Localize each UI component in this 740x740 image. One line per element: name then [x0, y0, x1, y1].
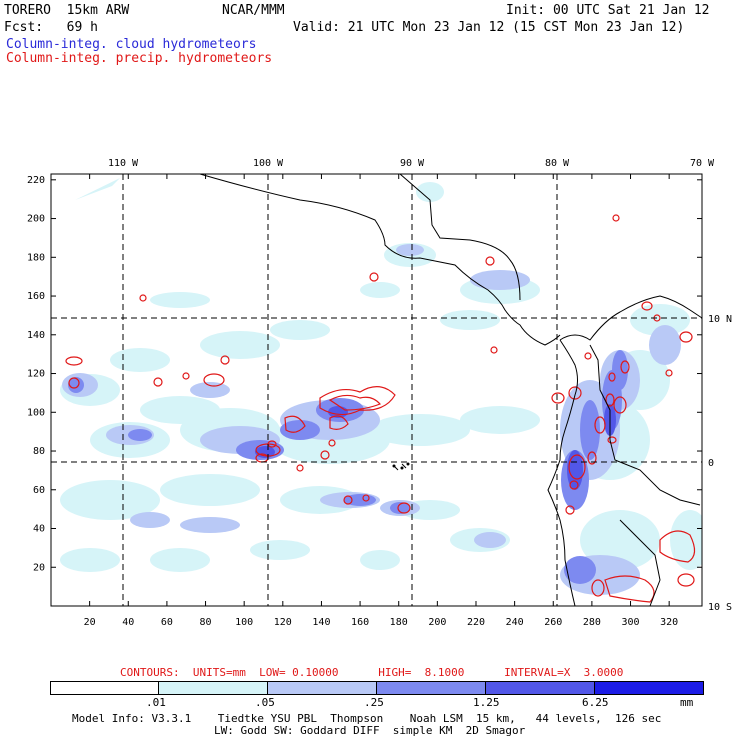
- x-tick-marks: [89, 174, 670, 606]
- y-tick-label: 60: [33, 485, 45, 496]
- y-tick-label: 160: [27, 291, 45, 302]
- contour-info: CONTOURS: UNITS=mm LOW= 0.10000 HIGH= 8.…: [120, 666, 624, 679]
- colorbar-segment: [159, 682, 268, 694]
- x-tick-label: 240: [506, 617, 524, 628]
- y-tick-label: 140: [27, 330, 45, 341]
- colorbar-segment: [268, 682, 377, 694]
- latitude-label: 10 N: [708, 314, 732, 325]
- colorbar-label: .01: [146, 696, 166, 709]
- x-tick-label: 300: [621, 617, 639, 628]
- x-tick-label: 320: [660, 617, 678, 628]
- colorbar-segment: [595, 682, 703, 694]
- latitude-label: 0: [708, 458, 714, 469]
- x-tick-label: 100: [235, 617, 253, 628]
- y-tick-label: 80: [33, 446, 45, 457]
- x-tick-label: 160: [351, 617, 369, 628]
- y-tick-marks: [51, 179, 702, 568]
- legend-cloud: Column-integ. cloud hydrometeors: [6, 37, 257, 52]
- colorbar-label: 1.25: [473, 696, 500, 709]
- legend-precip: Column-integ. precip. hydrometeors: [6, 51, 273, 66]
- y-tick-label: 200: [27, 214, 45, 225]
- y-tick-label: 220: [27, 175, 45, 186]
- y-tick-label: 20: [33, 562, 45, 573]
- x-tick-label: 180: [390, 617, 408, 628]
- colorbar-segment: [377, 682, 486, 694]
- x-tick-label: 60: [161, 617, 173, 628]
- x-tick-label: 220: [467, 617, 485, 628]
- colorbar-label: 6.25: [582, 696, 609, 709]
- coastlines: [199, 173, 703, 607]
- longitude-label: 90 W: [400, 158, 425, 169]
- hydrometeor-field: [60, 178, 702, 603]
- longitude-label: 80 W: [545, 158, 570, 169]
- x-tick-label: 80: [200, 617, 212, 628]
- org-label: NCAR/MMM: [222, 3, 285, 18]
- x-tick-label: 20: [84, 617, 96, 628]
- colorbar-segment: [51, 682, 159, 694]
- footer-physics-info: LW: Godd SW: Goddard DIFF simple KM 2D S…: [214, 724, 526, 737]
- x-tick-label: 280: [583, 617, 601, 628]
- longitude-label: 70 W: [690, 158, 715, 169]
- lat-lon-grid: [51, 174, 702, 606]
- forecast-hour: Fcst: 69 h: [4, 20, 98, 35]
- longitude-label: 110 W: [108, 158, 139, 169]
- init-time: Init: 00 UTC Sat 21 Jan 12: [506, 3, 710, 18]
- x-tick-label: 120: [274, 617, 292, 628]
- y-tick-label: 40: [33, 524, 45, 535]
- model-title: TORERO 15km ARW: [4, 3, 130, 18]
- island-dots: [392, 462, 410, 470]
- x-tick-label: 40: [122, 617, 134, 628]
- latitude-label: 10 S: [708, 602, 732, 613]
- colorbar-label: .05: [255, 696, 275, 709]
- colorbar-segment: [486, 682, 595, 694]
- colorbar-label: .25: [364, 696, 384, 709]
- colorbar-unit: mm: [680, 696, 694, 709]
- x-tick-label: 200: [428, 617, 446, 628]
- valid-time: Valid: 21 UTC Mon 23 Jan 12 (15 CST Mon …: [293, 20, 685, 35]
- y-tick-label: 120: [27, 369, 45, 380]
- footer-model-info: Model Info: V3.3.1 Tiedtke YSU PBL Thomp…: [72, 712, 662, 725]
- plot-frame: [50, 173, 703, 607]
- x-tick-label: 260: [544, 617, 562, 628]
- y-tick-label: 180: [27, 252, 45, 263]
- colorbar: [50, 681, 704, 695]
- x-tick-label: 140: [312, 617, 330, 628]
- longitude-label: 100 W: [253, 158, 284, 169]
- y-tick-label: 100: [27, 407, 45, 418]
